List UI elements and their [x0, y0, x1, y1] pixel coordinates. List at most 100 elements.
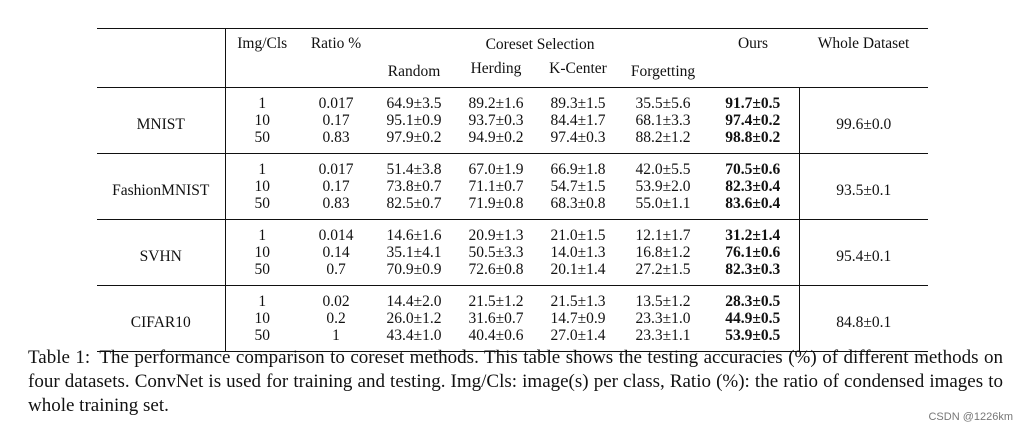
img-cls-cell: 50 [224, 261, 299, 286]
forgetting-cell: 12.1±1.7 [635, 227, 691, 244]
table-row: FashionMNIST 1 0.017 51.4±3.8 67.0±1.9 6… [97, 153, 929, 220]
ours-cell: 82.3±0.3 [725, 261, 781, 278]
img-cls-cell: 1 [224, 87, 299, 112]
ratio-cell: 0.017 [318, 95, 354, 112]
dataset-name: MNIST [136, 115, 185, 133]
forgetting-cell: 68.1±3.3 [635, 112, 691, 129]
whole-dataset-cell: 95.4±0.1 [798, 219, 929, 286]
ours-cell: 53.9±0.5 [725, 327, 781, 344]
dataset-name: SVHN [139, 247, 182, 265]
dataset-block-mnist: MNIST 1 0.017 64.9±3.5 89.2±1.6 89.3±1.5… [97, 87, 929, 154]
random-cell: 14.6±1.6 [386, 227, 442, 244]
ratio-cell: 0.83 [322, 129, 350, 146]
img-cls-cell: 10 [224, 310, 299, 327]
ratio-cell: 0.17 [322, 112, 350, 129]
ours-cell: 28.3±0.5 [725, 293, 781, 310]
ratio-cell: 0.83 [322, 195, 350, 212]
ours-cell: 44.9±0.5 [725, 310, 781, 327]
ratio-cell: 0.014 [318, 227, 354, 244]
table-row: 10 0.2 26.0±1.2 31.6±0.7 14.7±0.9 23.3±1… [97, 310, 928, 327]
ours-cell: 91.7±0.5 [725, 95, 781, 112]
whole-dataset-cell: 93.5±0.1 [798, 153, 929, 220]
img-cls-cell: 50 [224, 195, 299, 220]
herding-cell: 71.9±0.8 [468, 195, 524, 212]
ours-cell: 70.5±0.6 [725, 161, 781, 178]
caption-label: Table 1: [28, 347, 91, 368]
herding-cell: 72.6±0.8 [468, 261, 524, 278]
results-table: Img/Cls Ratio % Coreset Selection Ours W… [97, 28, 929, 352]
header-coreset-selection: Coreset Selection [485, 35, 595, 53]
random-cell: 26.0±1.2 [386, 310, 442, 327]
dataset-block-svhn: SVHN 1 0.014 14.6±1.6 20.9±1.3 21.0±1.5 … [97, 219, 929, 286]
header-kcenter: K-Center [549, 59, 607, 77]
herding-cell: 89.2±1.6 [468, 95, 524, 112]
kcenter-cell: 84.4±1.7 [550, 112, 606, 129]
table-row: SVHN 1 0.014 14.6±1.6 20.9±1.3 21.0±1.5 … [97, 219, 929, 286]
forgetting-cell: 23.3±1.1 [635, 327, 691, 344]
header-dataset [97, 29, 225, 88]
kcenter-cell: 20.1±1.4 [550, 261, 606, 278]
ours-cell: 83.6±0.4 [725, 195, 781, 212]
ours-cell: 98.8±0.2 [725, 129, 781, 146]
caption-text: The performance comparison to coreset me… [28, 347, 1003, 416]
table-row: 50 0.83 97.9±0.2 94.9±0.2 97.4±0.3 88.2±… [97, 129, 928, 154]
img-cls-cell: 50 [224, 327, 299, 352]
forgetting-cell: 53.9±2.0 [635, 178, 691, 195]
results-table-container: Img/Cls Ratio % Coreset Selection Ours W… [97, 28, 929, 352]
kcenter-cell: 14.0±1.3 [550, 244, 606, 261]
header-ratio: Ratio % [310, 35, 362, 52]
table-row: MNIST 1 0.017 64.9±3.5 89.2±1.6 89.3±1.5… [97, 87, 929, 154]
header-ours: Ours [737, 35, 769, 52]
header-forgetting: Forgetting [630, 62, 696, 80]
table-row: 10 0.17 73.8±0.7 71.1±0.7 54.7±1.5 53.9±… [97, 178, 928, 195]
ours-cell: 76.1±0.6 [725, 244, 781, 261]
img-cls-cell: 50 [224, 129, 299, 154]
ours-cell: 31.2±1.4 [725, 227, 781, 244]
random-cell: 82.5±0.7 [386, 195, 442, 212]
kcenter-cell: 97.4±0.3 [550, 129, 606, 146]
table-row: 10 0.17 95.1±0.9 93.7±0.3 84.4±1.7 68.1±… [97, 112, 928, 129]
random-cell: 14.4±2.0 [386, 293, 442, 310]
herding-cell: 93.7±0.3 [468, 112, 524, 129]
herding-cell: 40.4±0.6 [468, 327, 524, 344]
whole-dataset-cell: 99.6±0.0 [798, 87, 929, 154]
img-cls-cell: 1 [224, 285, 299, 310]
header-random: Random [387, 62, 441, 80]
table-row: 50 0.83 82.5±0.7 71.9±0.8 68.3±0.8 55.0±… [97, 195, 928, 220]
ratio-cell: 0.017 [318, 161, 354, 178]
dataset-name: CIFAR10 [130, 313, 191, 331]
header-whole-dataset: Whole Dataset [817, 35, 910, 52]
dataset-name: FashionMNIST [112, 181, 210, 199]
herding-cell: 20.9±1.3 [468, 227, 524, 244]
table-header: Img/Cls Ratio % Coreset Selection Ours W… [97, 28, 928, 88]
ratio-cell: 0.2 [326, 310, 346, 327]
watermark: CSDN @1226km [928, 411, 1013, 423]
table-row: CIFAR10 1 0.02 14.4±2.0 21.5±1.2 21.5±1.… [97, 285, 929, 352]
kcenter-cell: 68.3±0.8 [550, 195, 606, 212]
herding-cell: 21.5±1.2 [468, 293, 524, 310]
header-img-cls: Img/Cls [224, 28, 299, 88]
dataset-block-cifar10: CIFAR10 1 0.02 14.4±2.0 21.5±1.2 21.5±1.… [97, 285, 929, 352]
kcenter-cell: 54.7±1.5 [550, 178, 606, 195]
herding-cell: 50.5±3.3 [468, 244, 524, 261]
table-caption: Table 1: The performance comparison to c… [28, 346, 1003, 418]
img-cls-cell: 10 [224, 178, 299, 195]
kcenter-cell: 66.9±1.8 [550, 161, 606, 178]
forgetting-cell: 55.0±1.1 [635, 195, 691, 212]
ratio-cell: 0.02 [322, 293, 350, 310]
forgetting-cell: 35.5±5.6 [635, 95, 691, 112]
img-cls-cell: 1 [224, 219, 299, 244]
kcenter-cell: 14.7±0.9 [550, 310, 606, 327]
forgetting-cell: 88.2±1.2 [635, 129, 691, 146]
herding-cell: 67.0±1.9 [468, 161, 524, 178]
ratio-cell: 0.7 [326, 261, 346, 278]
whole-dataset-cell: 84.8±0.1 [798, 285, 929, 352]
ratio-cell: 0.17 [322, 178, 350, 195]
ratio-cell: 1 [332, 327, 340, 344]
img-cls-cell: 10 [224, 112, 299, 129]
img-cls-cell: 10 [224, 244, 299, 261]
random-cell: 73.8±0.7 [386, 178, 442, 195]
random-cell: 51.4±3.8 [386, 161, 442, 178]
forgetting-cell: 23.3±1.0 [635, 310, 691, 327]
forgetting-cell: 27.2±1.5 [635, 261, 691, 278]
